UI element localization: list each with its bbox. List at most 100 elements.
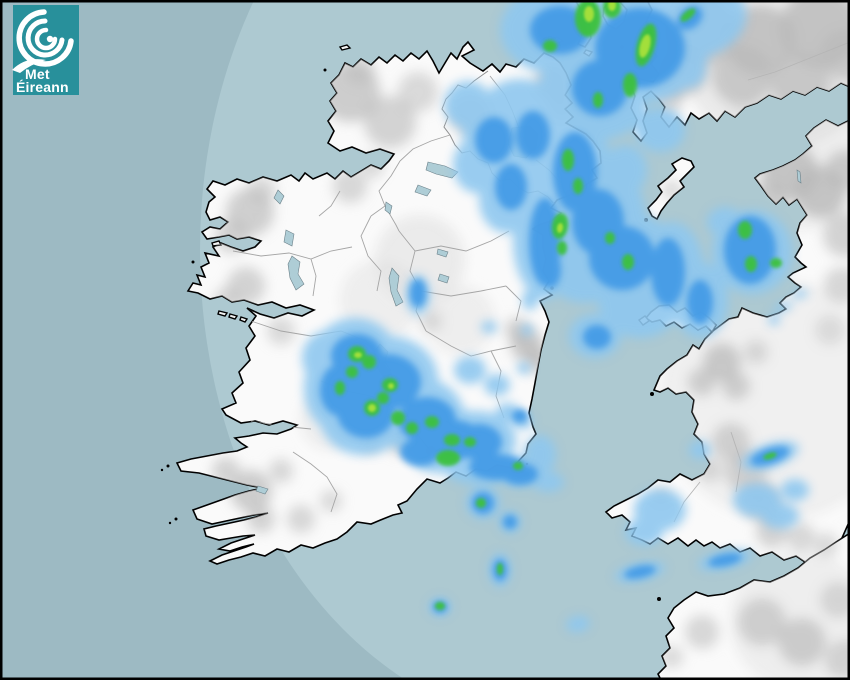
terrain-blob (248, 176, 276, 204)
logo-swoosh (12, 59, 46, 73)
precip-cell (608, 0, 616, 11)
terrain-blob (712, 423, 750, 461)
precip-cell (623, 73, 637, 97)
precip-cell (346, 366, 358, 378)
precip-cell (651, 238, 685, 306)
precip-cell (773, 302, 793, 312)
precip-cell (454, 356, 486, 384)
terrain-blob (505, 318, 529, 342)
precip-cell (589, 226, 655, 290)
precip-cell (781, 479, 809, 501)
precip-cell (362, 355, 376, 369)
precip-cell (502, 463, 538, 485)
logo-text-line1: Met (25, 66, 50, 82)
precip-cell (484, 374, 510, 396)
precip-cell (539, 252, 561, 288)
terrain-blob (230, 470, 272, 512)
precip-cell (573, 178, 583, 194)
precip-cell (745, 256, 757, 272)
terrain-blob (398, 72, 438, 112)
precip-cell (624, 565, 656, 579)
precip-cell (639, 34, 651, 58)
terrain-blob (247, 505, 275, 533)
precip-cell (622, 254, 634, 270)
precip-cell (532, 472, 564, 492)
terrain-blob (425, 285, 495, 355)
precip-cell (724, 216, 776, 284)
precip-cell (521, 324, 533, 336)
precip-cell (436, 450, 460, 466)
precip-cell (497, 563, 503, 575)
precip-cell (503, 515, 517, 529)
logo-text-line2: Éireann (16, 79, 69, 95)
precip-cell (605, 232, 615, 244)
precip-cell (556, 223, 564, 233)
terrain-blob (703, 343, 741, 381)
precipitation-layer (302, 0, 809, 633)
terrain-blob (685, 615, 719, 649)
precip-cell (388, 383, 394, 389)
precip-cell (768, 315, 780, 325)
precip-cell (464, 437, 476, 447)
precip-cell (583, 325, 611, 349)
precip-cell (543, 40, 557, 52)
terrain-blob (688, 368, 716, 396)
terrain-blob (824, 267, 850, 303)
precip-cell (368, 404, 376, 412)
terrain-blob (778, 618, 826, 666)
precip-cell (761, 503, 799, 529)
precip-cell (481, 321, 497, 333)
precip-cell (410, 279, 426, 307)
terrain-blob (815, 315, 845, 345)
precip-cell (516, 111, 550, 159)
terrain-blob (825, 640, 850, 680)
terrain-blob (712, 46, 772, 106)
terrain-blob (320, 490, 342, 512)
precip-cell (475, 117, 513, 163)
precip-cell (391, 411, 405, 425)
precip-cell (770, 258, 782, 268)
terrain-blob (722, 372, 750, 400)
terrain-blob (287, 505, 315, 533)
terrain-blob (820, 30, 850, 80)
precip-cell (495, 164, 527, 210)
precip-very-heavy-rain (354, 0, 651, 412)
precip-cell (456, 424, 502, 460)
precip-cell (512, 409, 528, 423)
precip-cell (566, 615, 590, 633)
spiral-swirl-icon (12, 9, 74, 73)
precip-cell (444, 434, 460, 446)
terrain-blob (825, 150, 850, 190)
precip-cell (406, 422, 418, 434)
terrain-blob (212, 457, 240, 485)
precip-cell (354, 352, 362, 358)
precip-cell (335, 381, 345, 395)
terrain-blob (364, 96, 416, 148)
precip-cell (680, 8, 696, 22)
terrain-blob (420, 310, 442, 332)
terrain-blob (269, 459, 293, 483)
precip-cell (689, 441, 711, 459)
precip-cell (792, 289, 808, 299)
precip-cell (425, 416, 439, 428)
met-eireann-logo[interactable]: Met Éireann (12, 5, 79, 95)
terrain-blob (738, 598, 786, 646)
precip-cell (562, 149, 574, 171)
precip-cell (763, 452, 777, 460)
precip-cell (400, 438, 440, 466)
terrain-blob (333, 169, 367, 203)
precip-cell (635, 108, 685, 152)
precip-cell (517, 362, 531, 374)
terrain-blob (823, 213, 850, 257)
precip-cell (572, 60, 628, 116)
precip-cell (603, 145, 647, 195)
precip-cell (522, 290, 538, 310)
precip-cell (584, 6, 594, 22)
precip-cell (625, 518, 663, 546)
terrain-blob (661, 646, 683, 668)
precip-cell (476, 498, 486, 508)
precip-cell (738, 221, 752, 239)
precip-cell (435, 602, 445, 610)
